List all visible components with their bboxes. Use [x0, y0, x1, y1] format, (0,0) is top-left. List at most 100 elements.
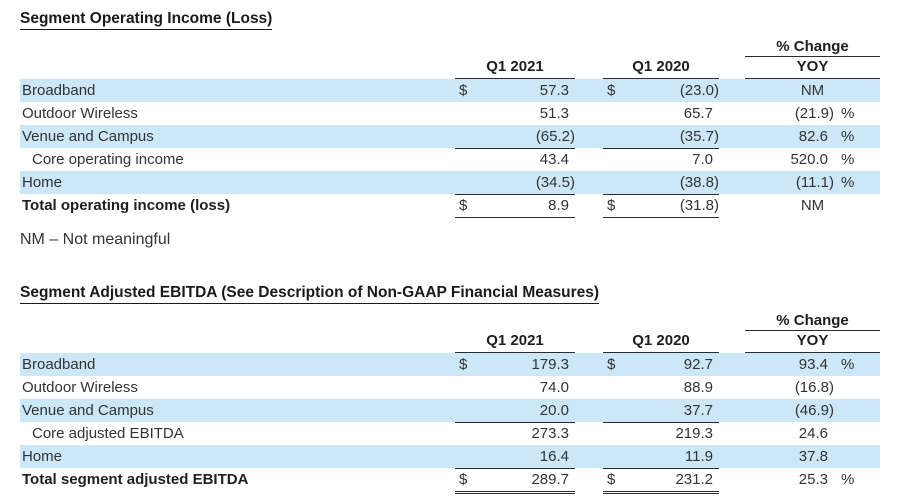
cell-q1-2020: $231.2	[603, 468, 719, 494]
column-header-q1-2020: Q1 2020	[603, 331, 719, 353]
column-header-q1-2021: Q1 2021	[455, 57, 575, 79]
cell-q1-2021: (34.5)	[455, 171, 575, 195]
cell-q1-2021: $179.3	[455, 353, 575, 376]
currency-symbol	[455, 422, 459, 445]
cell-q1-2020: $92.7	[603, 353, 719, 376]
cell-q1-2021: 20.0	[455, 399, 575, 423]
row-label: Outdoor Wireless	[22, 379, 138, 396]
value-yoy: 93.4	[798, 356, 828, 373]
table-row-outdoor-wireless: Outdoor Wireless 74.0 88.9 (16.8)	[20, 376, 880, 399]
cell-yoy: 93.4%	[745, 353, 880, 376]
percent-sign: %	[841, 356, 855, 373]
row-label: Home	[22, 448, 63, 465]
nm-footnote: NM – Not meaningful	[20, 231, 171, 248]
cell-q1-2021: 273.3	[455, 422, 575, 445]
currency-symbol	[455, 399, 459, 422]
row-label: Home	[22, 174, 63, 191]
cell-q1-2020: $ (23.0)	[603, 79, 719, 102]
cell-q1-2021: 51.3	[455, 102, 575, 125]
percent-sign	[834, 445, 880, 469]
value-q1-2021: 8.9	[548, 197, 569, 214]
segment-adjusted-ebitda-table: % Change Q1 2021 Q1 2020 YOY Broadband $…	[20, 313, 880, 494]
cell-q1-2021: 74.0	[455, 376, 575, 399]
value-yoy: 82.6	[798, 128, 828, 145]
currency-symbol	[455, 102, 459, 125]
cell-yoy: 37.8	[745, 445, 880, 469]
percent-sign: %	[841, 174, 855, 191]
value-q1-2021: 43.4	[539, 151, 569, 168]
cell-q1-2020: 65.7	[603, 102, 719, 125]
value-yoy: 25.3	[798, 471, 828, 488]
value-q1-2020: (35.7)	[679, 128, 719, 145]
column-header-yoy: YOY	[745, 331, 880, 353]
value-q1-2021: 20.0	[539, 402, 569, 419]
currency-symbol: $	[459, 356, 468, 373]
segment-operating-income-table: % Change Q1 2021 Q1 2020 YOY Broadband $…	[20, 39, 880, 218]
value-q1-2021: 179.3	[531, 356, 569, 373]
value-q1-2020: 37.7	[683, 402, 713, 419]
currency-symbol: $	[607, 356, 616, 373]
currency-symbol	[603, 102, 607, 125]
currency-symbol: $	[459, 82, 468, 99]
cell-yoy: 520.0%	[745, 148, 880, 171]
table-header-change-row: % Change	[20, 39, 880, 57]
value-q1-2021: (34.5)	[535, 174, 575, 191]
value-q1-2021: 74.0	[539, 379, 569, 396]
cell-q1-2020: 37.7	[603, 399, 719, 423]
row-label: Total operating income (loss)	[22, 197, 231, 214]
currency-symbol	[455, 125, 459, 148]
currency-symbol	[455, 171, 459, 194]
row-label: Core adjusted EBITDA	[32, 425, 184, 442]
cell-yoy: (21.9)%	[745, 102, 880, 125]
value-q1-2020: (31.8)	[679, 197, 719, 214]
table-row-home: Home 16.4 11.9 37.8	[20, 445, 880, 469]
value-yoy: 24.6	[798, 425, 828, 442]
cell-yoy: 25.3%	[745, 468, 880, 492]
cell-yoy: (11.1)%	[745, 171, 880, 195]
table-row-core-operating-income: Core operating income 43.4 7.0 520.0%	[20, 148, 880, 171]
column-header-yoy: YOY	[745, 57, 880, 79]
value-q1-2020: 231.2	[675, 471, 713, 488]
table-row-broadband: Broadband $57.3 $ (23.0) NM	[20, 79, 880, 102]
value-yoy: (16.8)	[794, 379, 834, 396]
table-header-columns-row: Q1 2021 Q1 2020 YOY	[20, 57, 880, 79]
value-q1-2021: 16.4	[539, 448, 569, 465]
value-q1-2020: 11.9	[684, 448, 713, 465]
value-q1-2020: (38.8)	[679, 174, 719, 191]
value-q1-2021: 289.7	[531, 471, 569, 488]
value-q1-2021: (65.2)	[535, 128, 575, 145]
cell-q1-2020: 219.3	[603, 422, 719, 445]
value-yoy: (46.9)	[794, 402, 834, 419]
value-yoy: NM	[800, 82, 825, 99]
cell-yoy: NM	[745, 79, 880, 102]
currency-symbol: $	[607, 197, 616, 214]
currency-symbol: $	[607, 471, 616, 488]
table-row-core-adjusted-ebitda: Core adjusted EBITDA 273.3 219.3 24.6	[20, 422, 880, 445]
currency-symbol	[603, 171, 607, 194]
value-q1-2020: 65.7	[683, 105, 713, 122]
row-label: Total segment adjusted EBITDA	[22, 471, 249, 488]
table-row-venue-and-campus: Venue and Campus (65.2) (35.7) 82.6%	[20, 125, 880, 149]
cell-q1-2021: $8.9	[455, 194, 575, 218]
cell-yoy: 24.6	[745, 422, 880, 445]
cell-q1-2021: (65.2)	[455, 125, 575, 149]
value-yoy: (21.9)	[794, 105, 834, 122]
cell-yoy: NM	[745, 194, 880, 218]
cell-q1-2021: $57.3	[455, 79, 575, 102]
column-header-q1-2021: Q1 2021	[455, 331, 575, 353]
cell-yoy: (46.9)	[745, 399, 880, 423]
cell-q1-2020: 88.9	[603, 376, 719, 399]
cell-q1-2020: 7.0	[603, 148, 719, 171]
percent-sign: %	[841, 128, 855, 145]
value-q1-2021: 57.3	[539, 82, 569, 99]
table-header-columns-row: Q1 2021 Q1 2020 YOY	[20, 331, 880, 353]
value-q1-2020: 219.3	[675, 425, 713, 442]
table-row-outdoor-wireless: Outdoor Wireless 51.3 65.7 (21.9)%	[20, 102, 880, 125]
currency-symbol	[603, 148, 607, 171]
currency-symbol	[603, 399, 607, 422]
value-q1-2020: 88.9	[683, 379, 713, 396]
cell-yoy: (16.8)	[745, 376, 880, 399]
cell-q1-2020: (35.7)	[603, 125, 719, 149]
percent-sign: %	[841, 151, 855, 168]
